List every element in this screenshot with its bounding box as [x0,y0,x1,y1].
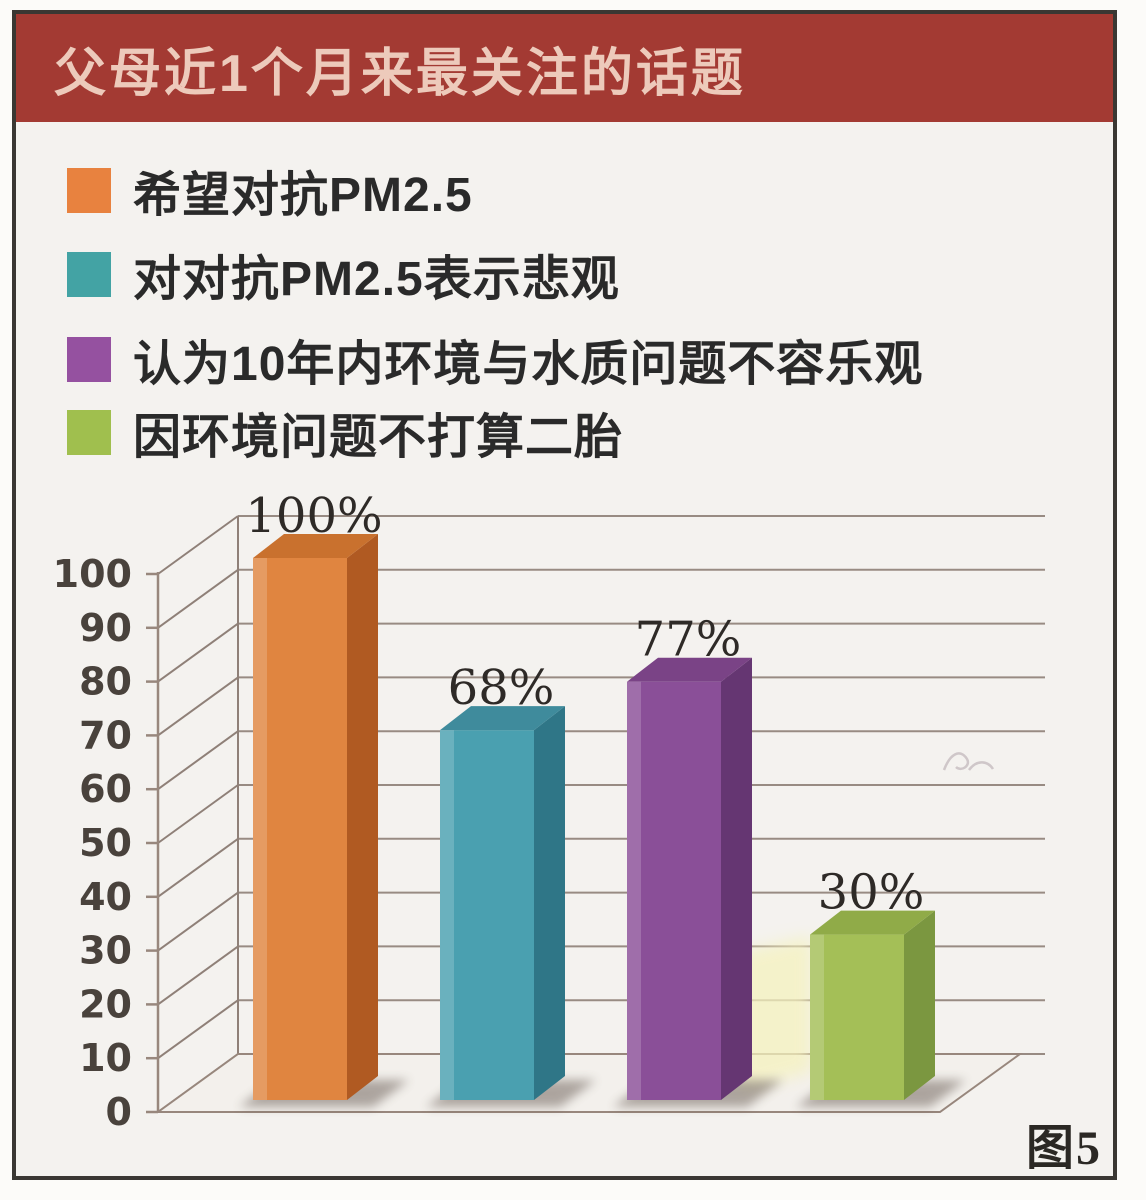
tick-label: 50 [79,821,132,865]
tick-label: 40 [79,875,132,919]
scan-artifact-squiggle [942,752,995,771]
bar-front-face [627,681,721,1100]
legend-label: 因环境问题不打算二胎 [133,411,624,464]
tick-label: 90 [79,606,132,650]
tick-label: 20 [79,982,132,1026]
wall-diagonal [157,622,239,683]
bar-top-face [440,706,565,731]
wall-diagonal [157,999,239,1060]
bar-front-highlight [810,934,824,1100]
bar-top-face [627,657,752,682]
bar-top-face [810,910,935,935]
legend-label: 认为10年内环境与水质问题不容乐观 [133,338,924,391]
bar-side-face [347,534,378,1100]
bar-column-2 [613,657,783,1107]
wall-diagonal [157,945,239,1006]
legend-swatch-teal [67,251,111,297]
wall-diagonal [157,515,239,575]
legend-swatch-green [67,409,111,455]
value-labels: 100% 68% 77% 30% [245,488,924,921]
legend-item: 因环境问题不打算二胎 [67,397,623,467]
legend-label: 对对抗PM2.5表示悲观 [133,253,620,306]
bar-column-0 [239,534,409,1107]
tick-label: 60 [79,767,132,811]
tick-label: 100 [53,552,132,596]
bar-front-face [253,558,347,1100]
wall-diagonal [157,568,239,629]
bar-front-face [440,730,534,1100]
bar-value-label: 77% [635,612,742,668]
wall-diagonal [157,837,239,898]
wall-diagonal [157,891,239,952]
bar-side-face [721,657,752,1100]
scan-artifact-highlight [740,936,812,1090]
figure-number-label: 图5 [1026,1122,1103,1175]
wall-diagonal [157,730,239,791]
bar-column-1 [426,706,596,1107]
legend-item: 对对抗PM2.5表示悲观 [67,239,620,309]
bar-value-label: 100% [245,488,382,544]
wall-diagonal [157,784,239,844]
wall-diagonal [157,676,239,737]
bar-value-label: 30% [818,865,925,921]
y-axis: 0 10 20 30 40 50 60 70 80 90 100 [53,516,239,1134]
tick-label: 10 [79,1036,132,1080]
chart-title-bar: 父母近1个月来最关注的话题 [16,14,1113,122]
bar-front-face [810,934,904,1100]
bar-column-3 [796,910,966,1107]
bar-side-face [534,706,565,1100]
bar-value-label: 68% [448,660,555,716]
bars [239,534,966,1107]
legend-item: 认为10年内环境与水质问题不容乐观 [67,324,923,394]
legend-swatch-orange [67,167,111,213]
tick-label: 0 [106,1090,132,1134]
legend-swatch-purple [67,336,111,382]
chart-title: 父母近1个月来最关注的话题 [54,44,746,103]
tick-label: 30 [79,929,132,973]
bar-top-face [253,534,378,558]
legend-item: 希望对抗PM2.5 [67,155,473,225]
bar-side-face [904,910,935,1100]
tick-label: 70 [79,713,132,757]
bar-front-highlight [253,558,267,1100]
legend-label: 希望对抗PM2.5 [133,169,473,222]
tick-label: 80 [79,660,132,704]
bar-front-highlight [440,730,454,1100]
bar-front-highlight [627,681,641,1100]
